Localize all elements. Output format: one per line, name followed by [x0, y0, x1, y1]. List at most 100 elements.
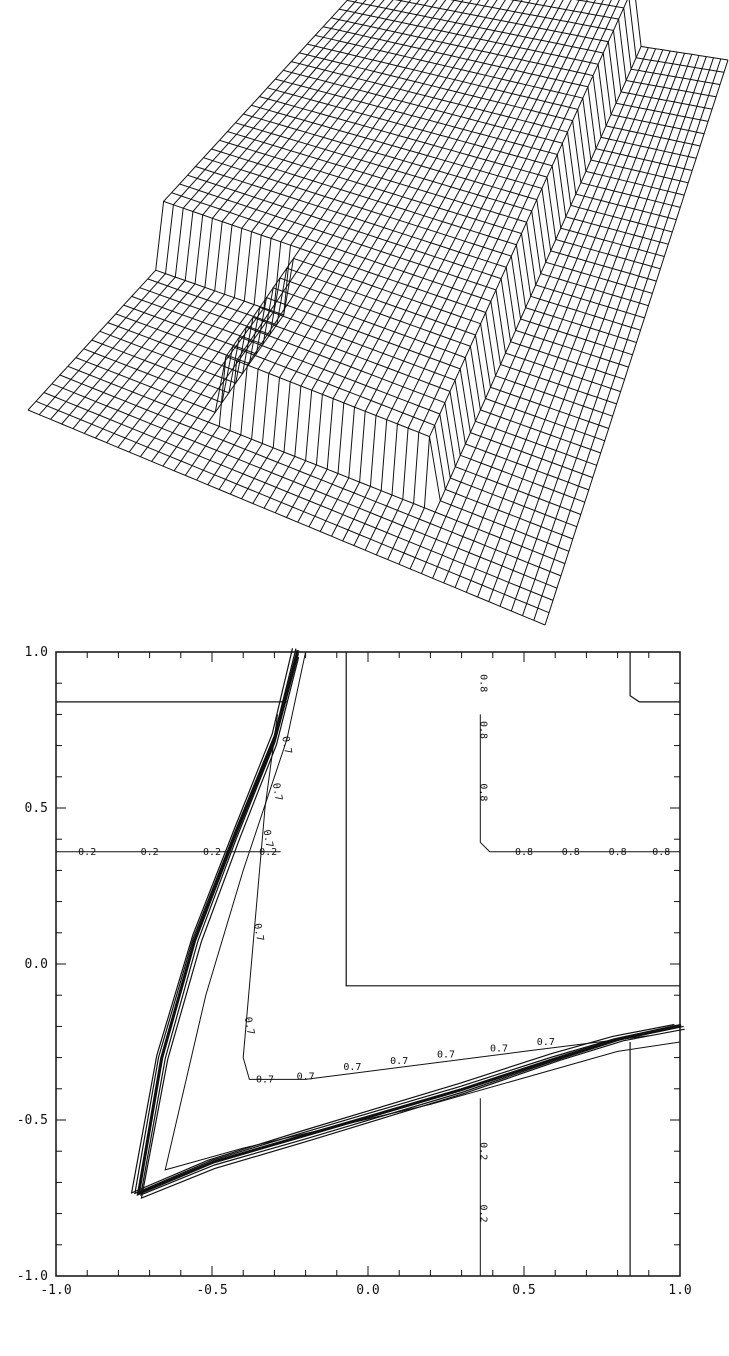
mesh-lines	[27, 0, 729, 626]
mesh-col-line	[267, 87, 665, 257]
mesh-col-line	[227, 131, 645, 319]
mesh-col-line	[307, 43, 685, 196]
contour-label: 0.7	[537, 1037, 555, 1048]
mesh-col-line	[187, 174, 625, 380]
mesh-col-line	[628, 0, 725, 73]
contour-label: 0.2	[141, 847, 159, 858]
contour-label: 0.8	[477, 674, 488, 692]
contour-0.7-inner	[242, 714, 649, 1080]
contour-label: 0.7	[437, 1050, 455, 1061]
mesh-col-line	[219, 139, 641, 331]
mesh-col-line	[450, 0, 713, 110]
mesh-col-line	[291, 61, 677, 221]
contour-label: 0.8	[652, 847, 670, 858]
mesh-col-line	[155, 257, 609, 429]
mesh-col-line	[51, 383, 558, 589]
contour-labels: 0.2 0.2 0.2 0.2 0.8 0.8 0.8 0.80.80.80.80.20.20…	[78, 674, 670, 1222]
contour-label: 0.2	[259, 847, 277, 858]
shock-band-line	[134, 648, 678, 1195]
y-tick-label: 1.0	[25, 645, 48, 660]
mesh-col-line	[83, 346, 573, 540]
contour-label: 0.7	[261, 829, 275, 849]
mesh-col-line	[203, 157, 633, 356]
contour-label: 0.8	[477, 721, 488, 739]
x-tick-label: 0.5	[512, 1283, 535, 1298]
shock-band-line	[136, 649, 682, 1196]
contour-0.7-wedge	[164, 651, 681, 1171]
y-tick-label: 0.0	[25, 957, 48, 972]
shock-band-line	[140, 653, 684, 1196]
shock-band-line	[130, 648, 675, 1194]
contour-label: 0.2	[477, 1142, 488, 1160]
mesh-col-line	[123, 296, 593, 479]
contour-label: 0.8	[562, 847, 580, 858]
mesh-col-line	[251, 104, 657, 282]
mesh-col-line	[331, 17, 697, 159]
mesh-col-line	[275, 78, 669, 245]
mesh-col-line	[67, 365, 566, 565]
mesh-row-line	[139, 0, 438, 457]
contour-label: 0.7	[279, 735, 293, 755]
y-tick-label: 0.5	[25, 801, 48, 816]
mesh-col-line	[339, 8, 701, 147]
shock-band-line	[140, 657, 685, 1199]
mesh-col-line	[394, 0, 709, 122]
plot-frame	[55, 651, 681, 1277]
mesh-col-line	[107, 316, 585, 503]
contour-label: 0.7	[256, 1075, 274, 1086]
y-tick-label: -1.0	[17, 1269, 48, 1284]
contour-plot: -1.0 -0.5 0.0 0.5 1.0 -1.0-0.50.00.51.0 0.2 0…	[17, 645, 692, 1298]
x-tick-label: -0.5	[196, 1283, 227, 1298]
contour-upper-right-corner	[629, 652, 680, 703]
contour-label: 0.8	[609, 847, 627, 858]
contour-label: 0.2	[78, 847, 96, 858]
x-tick-labels: -1.0 -0.5 0.0 0.5 1.0	[40, 1283, 691, 1298]
mesh-col-line	[575, 0, 721, 86]
mesh-row-line	[196, 0, 481, 481]
contour-label: 0.2	[477, 1205, 488, 1223]
mesh-col-line	[243, 113, 653, 294]
contour-0.8-corner	[479, 714, 680, 853]
x-tick-label: 1.0	[668, 1283, 691, 1298]
contour-label: 0.7	[390, 1056, 408, 1067]
contour-label: 0.7	[343, 1062, 361, 1073]
contour-inner-box	[345, 652, 680, 987]
mesh-col-line	[131, 287, 597, 466]
mesh-col-line	[75, 355, 570, 552]
y-tick-label: -0.5	[17, 1113, 48, 1128]
mesh-col-line	[510, 0, 717, 98]
contour-label: 0.8	[515, 847, 533, 858]
mesh-col-line	[259, 96, 661, 270]
mesh-col-line	[315, 34, 689, 184]
mesh-col-line	[179, 183, 621, 393]
contour-label: 0.7	[242, 1016, 256, 1036]
mesh-col-line	[99, 326, 581, 515]
mesh-row-line	[207, 0, 490, 486]
mesh-col-line	[171, 192, 617, 405]
mesh-col-line	[211, 148, 637, 343]
mesh-col-line	[323, 26, 693, 171]
contour-label: 0.2	[203, 847, 221, 858]
surface-mesh-plot	[27, 0, 729, 626]
contour-label: 0.8	[477, 783, 488, 801]
mesh-col-line	[147, 267, 605, 442]
mesh-row-line	[128, 0, 429, 453]
mesh-col-line	[43, 392, 554, 601]
mesh-col-line	[283, 69, 673, 233]
contour-lines	[56, 648, 685, 1276]
mesh-col-line	[115, 306, 589, 491]
contour-label: 0.7	[297, 1071, 315, 1082]
mesh-col-line	[299, 52, 681, 208]
mesh-col-line	[163, 200, 613, 417]
mesh-col-line	[35, 400, 550, 614]
mesh-col-line	[235, 122, 649, 307]
x-tick-label: -1.0	[40, 1283, 71, 1298]
mesh-col-line	[195, 166, 629, 368]
contour-label: 0.7	[270, 782, 284, 802]
axis-ticks	[55, 651, 681, 1277]
contour-label: 0.7	[490, 1043, 508, 1054]
mesh-col-line	[91, 336, 577, 528]
mesh-col-line	[635, 0, 729, 61]
contour-label: 0.7	[251, 923, 265, 943]
mesh-col-line	[139, 277, 601, 454]
